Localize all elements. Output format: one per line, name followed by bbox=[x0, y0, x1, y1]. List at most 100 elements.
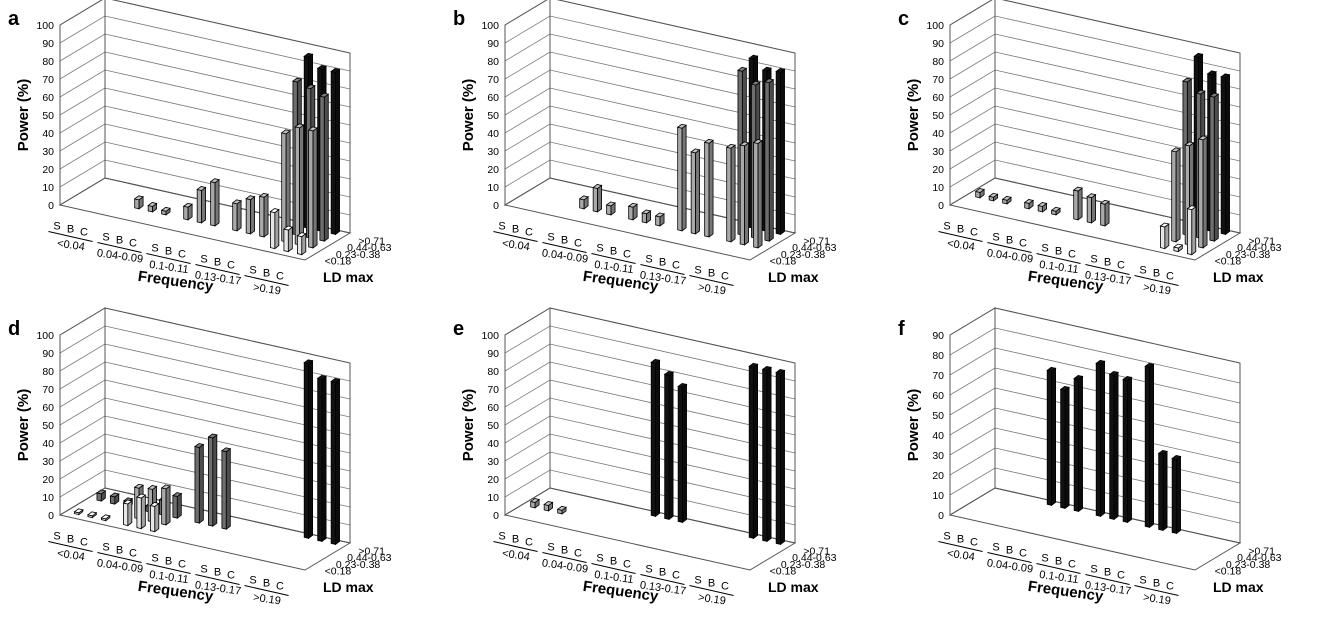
bar bbox=[109, 492, 120, 505]
frequency-label: <0.04 bbox=[946, 238, 975, 254]
bar-front bbox=[753, 142, 759, 249]
bar-top bbox=[160, 484, 171, 490]
bar bbox=[1208, 92, 1220, 242]
bar-top bbox=[1193, 52, 1204, 58]
bar-top bbox=[663, 370, 675, 376]
frequency-label: 0.04-0.09 bbox=[541, 557, 589, 575]
bar bbox=[1197, 135, 1208, 249]
y-axis-title: Power (%) bbox=[905, 389, 922, 462]
y-tick-label: 90 bbox=[487, 348, 499, 360]
bar bbox=[1072, 186, 1084, 221]
group-underline bbox=[542, 242, 587, 253]
method-label: B bbox=[708, 268, 715, 280]
ld-label: 0.44-0.63 bbox=[347, 242, 392, 254]
bar-side bbox=[335, 378, 340, 546]
y-tick-label: 30 bbox=[42, 456, 54, 468]
y-tick-label: 30 bbox=[932, 450, 944, 462]
y-axis-title: Power (%) bbox=[15, 389, 32, 462]
method-label: S bbox=[498, 530, 505, 542]
bar-top bbox=[1170, 147, 1182, 153]
bar bbox=[1001, 195, 1012, 205]
method-label: B bbox=[1104, 567, 1111, 579]
ld-label: 0.23-0.38 bbox=[336, 249, 381, 261]
y-tick-label: 80 bbox=[487, 56, 499, 68]
bar-front bbox=[172, 495, 178, 519]
frequency-label: 0.1-0.11 bbox=[1038, 259, 1079, 276]
method-label: S bbox=[992, 231, 999, 243]
group-underline bbox=[493, 541, 538, 552]
y-tick-label: 60 bbox=[932, 390, 944, 402]
y-tick-label: 80 bbox=[42, 56, 54, 68]
bar-front bbox=[196, 188, 202, 224]
bar-front bbox=[677, 126, 683, 232]
bar-front bbox=[762, 368, 768, 542]
group-underline bbox=[48, 541, 93, 552]
bar-top bbox=[748, 54, 759, 60]
bar-front bbox=[704, 141, 710, 238]
bar-front bbox=[208, 436, 214, 527]
bar bbox=[1108, 370, 1120, 521]
frequency-label: <0.04 bbox=[501, 238, 530, 254]
bar-top bbox=[1144, 362, 1155, 368]
bar-side bbox=[757, 139, 763, 249]
bar-front bbox=[606, 204, 612, 216]
bar-side bbox=[301, 232, 307, 256]
ld-label: 0.23-0.38 bbox=[1226, 559, 1271, 571]
bar-top bbox=[318, 92, 330, 98]
frequency-label: 0.1-0.11 bbox=[148, 259, 189, 276]
frequency-label: 0.04-0.09 bbox=[541, 247, 589, 265]
group-underline bbox=[987, 242, 1032, 253]
bar bbox=[988, 192, 999, 202]
y-tick-label: 90 bbox=[932, 330, 944, 342]
bar bbox=[974, 188, 986, 199]
y-tick-label: 40 bbox=[42, 128, 54, 140]
bar-side bbox=[250, 195, 255, 235]
bar bbox=[592, 184, 603, 213]
bar-top bbox=[1171, 454, 1182, 460]
bar-front bbox=[149, 504, 156, 533]
ld-axis-title: LD max bbox=[323, 579, 374, 595]
bar-side bbox=[263, 193, 269, 238]
group-underline bbox=[195, 574, 240, 585]
y-axis-title: Power (%) bbox=[460, 79, 477, 152]
bar-side bbox=[212, 434, 218, 527]
bar-top bbox=[737, 66, 748, 72]
ld-label: 0.44-0.63 bbox=[347, 552, 392, 564]
method-label: B bbox=[1006, 545, 1013, 557]
method-label: C bbox=[276, 271, 284, 283]
bar-side bbox=[1176, 455, 1181, 535]
y-tick-label: 100 bbox=[481, 330, 499, 342]
bar-top bbox=[1197, 135, 1208, 141]
method-label: C bbox=[1166, 271, 1174, 283]
floor bbox=[58, 177, 352, 261]
method-label: C bbox=[178, 559, 186, 571]
panel-letter: a bbox=[8, 8, 20, 30]
y-axis-title: Power (%) bbox=[460, 389, 477, 462]
y-tick-label: 10 bbox=[42, 182, 54, 194]
bar-side bbox=[655, 359, 661, 518]
ld-label: 0.44-0.63 bbox=[792, 242, 837, 254]
y-tick-label: 90 bbox=[42, 348, 54, 360]
y-tick-label: 80 bbox=[932, 350, 944, 362]
bar-top bbox=[196, 186, 207, 191]
group-underline bbox=[146, 563, 191, 574]
bar bbox=[316, 374, 328, 543]
ld-label: >0.71 bbox=[1248, 545, 1275, 557]
frequency-label: 0.1-0.11 bbox=[593, 259, 634, 276]
method-label: B bbox=[116, 235, 123, 247]
method-label: C bbox=[970, 227, 978, 239]
method-label: S bbox=[694, 264, 701, 276]
gridline bbox=[949, 327, 1241, 384]
bar-top bbox=[1072, 186, 1084, 192]
method-label: B bbox=[263, 268, 270, 280]
method-label: B bbox=[610, 246, 617, 258]
bar bbox=[677, 382, 688, 524]
ld-label: >0.71 bbox=[803, 545, 830, 557]
frequency-label: >0.19 bbox=[697, 592, 726, 608]
group-underline bbox=[689, 275, 734, 286]
bar-front bbox=[303, 362, 310, 539]
bar-front bbox=[1220, 76, 1226, 235]
